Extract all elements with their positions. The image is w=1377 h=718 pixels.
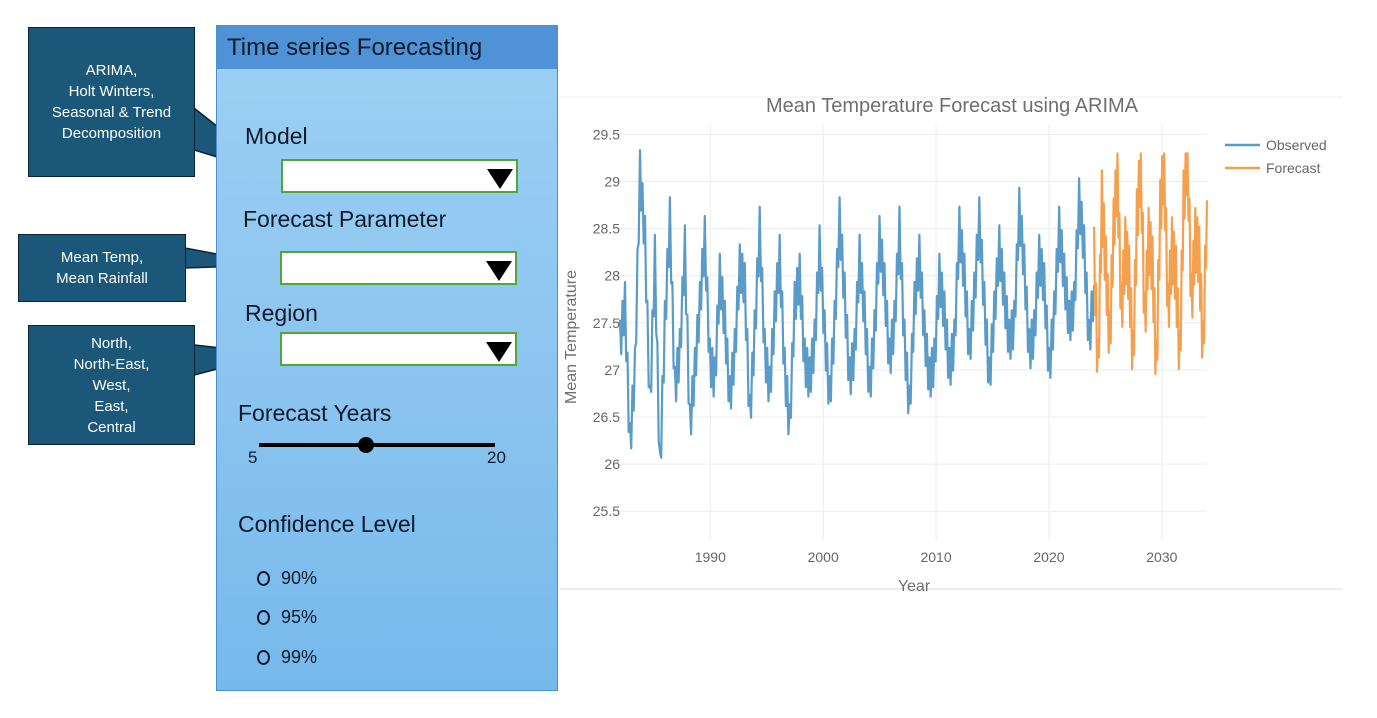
legend-forecast-label[interactable]: Forecast: [1266, 160, 1321, 176]
observed-series-line: [618, 149, 1096, 459]
forecast-years-slider-handle[interactable]: [358, 437, 374, 453]
callout-line: Decomposition: [61, 125, 162, 142]
x-tick-label: 2030: [1146, 549, 1177, 565]
callout-line: Mean Temp,: [60, 249, 144, 266]
x-tick-label: 2020: [1033, 549, 1064, 565]
forecast-years-label: Forecast Years: [238, 400, 392, 426]
panel-title: Time series Forecasting: [217, 26, 557, 69]
y-tick-label: 26: [604, 456, 620, 472]
forecast-parameter-label: Forecast Parameter: [243, 206, 447, 232]
forecast-series-line: [1093, 152, 1209, 376]
confidence-level-label: Confidence Level: [238, 511, 416, 537]
x-axis-title: Year: [898, 578, 931, 595]
forecast-years-slider[interactable]: [259, 443, 495, 447]
y-tick-label: 27: [604, 362, 620, 378]
chart-title: Mean Temperature Forecast using ARIMA: [766, 95, 1139, 117]
radio-icon[interactable]: [257, 610, 270, 625]
model-dropdown[interactable]: [281, 159, 518, 193]
callout-line: Mean Rainfall: [56, 270, 148, 287]
x-tick-label: 1990: [695, 549, 726, 565]
dropdown-arrow-icon: [486, 261, 512, 281]
legend-observed-label[interactable]: Observed: [1266, 137, 1327, 153]
callout-line: Seasonal & Trend: [51, 104, 172, 121]
callout-line: Central: [87, 418, 136, 436]
confidence-option-95[interactable]: 95%: [257, 607, 317, 628]
y-tick-label: 29: [604, 174, 620, 190]
y-tick-label: 26.5: [593, 409, 620, 425]
y-tick-label: 25.5: [593, 503, 620, 519]
radio-icon[interactable]: [257, 650, 270, 665]
radio-label: 95%: [281, 607, 318, 627]
confidence-option-99[interactable]: 99%: [257, 647, 317, 668]
region-label: Region: [245, 300, 318, 326]
radio-label: 90%: [281, 568, 318, 588]
x-tick-label: 2010: [920, 549, 951, 565]
y-axis-title: Mean Temperature: [563, 270, 580, 404]
callout-line: Holt Winters,: [68, 83, 155, 100]
forecast-parameter-dropdown[interactable]: [280, 251, 517, 285]
radio-label: 99%: [281, 647, 318, 667]
model-label: Model: [245, 123, 308, 149]
legend[interactable]: Observed Forecast: [1225, 137, 1327, 176]
y-tick-label: 28: [604, 268, 620, 284]
y-tick-label: 27.5: [593, 315, 620, 331]
region-dropdown[interactable]: [280, 332, 517, 366]
confidence-option-90[interactable]: 90%: [257, 568, 317, 589]
callout-line: North-East,: [73, 355, 150, 373]
region-options-callout: North, North-East, West, East, Central: [28, 325, 195, 445]
chart-series: [618, 149, 1209, 459]
callout-line: West,: [92, 376, 131, 394]
model-options-callout: ARIMA, Holt Winters, Seasonal & Trend De…: [28, 27, 195, 177]
parameter-options-callout: Mean Temp, Mean Rainfall: [18, 234, 186, 302]
y-tick-label: 29.5: [593, 126, 620, 142]
radio-icon[interactable]: [257, 571, 270, 586]
chart-ticks: 25.5 26 26.5 27 27.5 28 28.5 29 29.5 1990 2000 2010…: [593, 126, 1178, 565]
callout-line: ARIMA,: [85, 62, 138, 79]
slider-min-label: 5: [248, 448, 258, 467]
callout-line: North,: [91, 334, 132, 352]
dropdown-arrow-icon: [487, 169, 513, 189]
dropdown-arrow-icon: [486, 342, 512, 362]
forecast-control-panel: Time series Forecasting Model Forecast P…: [216, 25, 558, 691]
slider-max-label: 20: [487, 448, 506, 467]
y-tick-label: 28.5: [593, 221, 620, 237]
callout-line: East,: [94, 397, 129, 415]
x-tick-label: 2000: [808, 549, 839, 565]
